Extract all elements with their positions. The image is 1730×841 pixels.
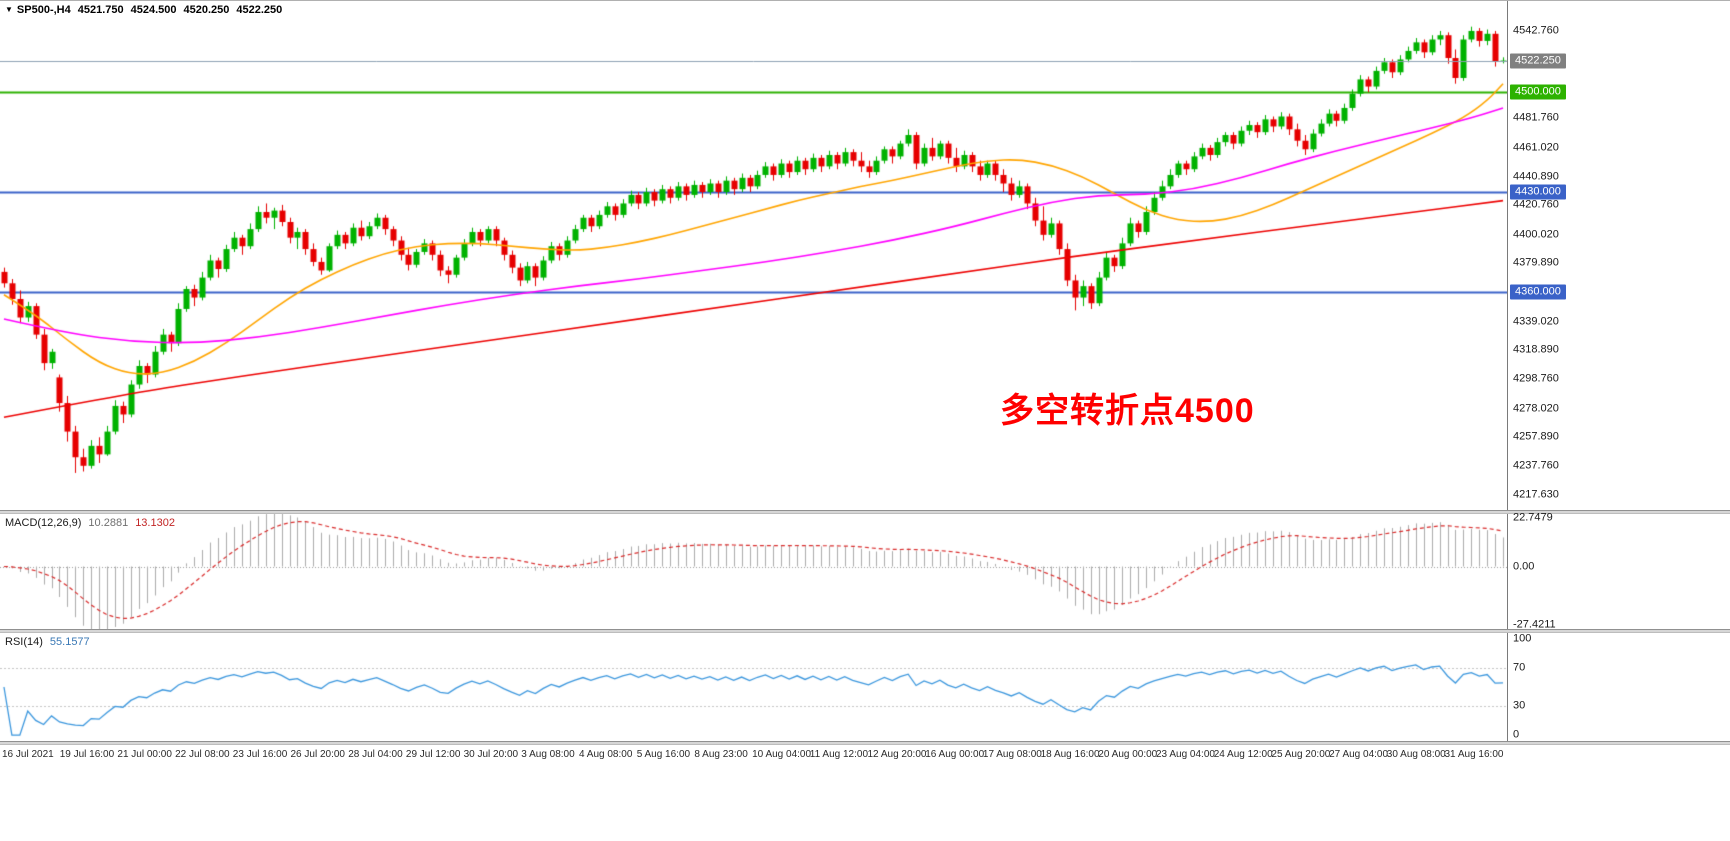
price-axis-label: 4318.890 bbox=[1513, 343, 1559, 356]
time-axis-label: 28 Jul 04:00 bbox=[348, 749, 403, 760]
time-axis-label: 5 Aug 16:00 bbox=[636, 749, 691, 760]
price-axis-label: 4400.020 bbox=[1513, 228, 1559, 241]
time-axis-label: 25 Aug 20:00 bbox=[1271, 749, 1331, 760]
symbol-timeframe-label: SP500-,H4 bbox=[16, 4, 71, 16]
price-axis-label: 4257.890 bbox=[1513, 430, 1559, 443]
price-axis-label: 4217.630 bbox=[1513, 488, 1559, 501]
time-axis-label: 30 Jul 20:00 bbox=[463, 749, 519, 760]
macd-axis-label: 0.00 bbox=[1513, 560, 1535, 573]
rsi-axis[interactable]: 100 70 30 0 bbox=[1507, 632, 1730, 741]
rsi-label: RSI(14) bbox=[5, 636, 43, 648]
time-axis-label: 12 Aug 20:00 bbox=[867, 749, 927, 760]
time-axis-label: 31 Aug 16:00 bbox=[1444, 749, 1504, 760]
price-axis-label: 4522.250 bbox=[1510, 53, 1566, 69]
time-axis[interactable]: 16 Jul 2021 19 Jul 16:00 21 Jul 00:00 22 Ju… bbox=[0, 745, 1730, 769]
time-axis-label: 23 Aug 04:00 bbox=[1156, 749, 1215, 760]
panel-divider[interactable] bbox=[0, 741, 1730, 745]
rsi-panel: RSI(14) 55.1577 100 70 30 0 bbox=[0, 632, 1730, 741]
time-axis-label: 8 Aug 23:00 bbox=[694, 749, 748, 760]
price-axis-label: 4379.890 bbox=[1513, 256, 1559, 269]
macd-panel: MACD(12,26,9) 10.2881 13.1302 22.7479 0.00 -… bbox=[0, 511, 1730, 631]
price-chart-panel: ▼ SP500-,H4 4521.750 4524.500 4520.250 4522.2… bbox=[0, 1, 1730, 510]
price-axis-label: 4278.020 bbox=[1513, 402, 1559, 415]
price-axis-label: 4430.000 bbox=[1510, 184, 1566, 200]
time-axis-label: 27 Aug 04:00 bbox=[1329, 749, 1389, 760]
time-axis-label: 10 Aug 04:00 bbox=[752, 749, 812, 760]
open-value: 4521.750 bbox=[77, 4, 124, 16]
chart-expand-arrow-icon[interactable]: ▼ bbox=[5, 5, 13, 14]
macd-main-value: 10.2881 bbox=[88, 517, 129, 529]
time-axis-label: 20 Aug 00:00 bbox=[1098, 749, 1158, 760]
low-value: 4520.250 bbox=[183, 4, 230, 16]
rsi-canvas[interactable] bbox=[0, 633, 1507, 741]
macd-canvas[interactable] bbox=[0, 514, 1507, 629]
time-axis-label: 4 Aug 08:00 bbox=[579, 749, 633, 760]
macd-axis-label: -27.4211 bbox=[1513, 618, 1556, 631]
panel-divider[interactable] bbox=[0, 510, 1730, 514]
time-axis-label: 17 Aug 08:00 bbox=[982, 749, 1042, 760]
time-axis-label: 18 Aug 16:00 bbox=[1040, 749, 1100, 760]
annotation-text: 多空转折点4500 bbox=[1000, 392, 1255, 430]
price-axis-label: 4481.760 bbox=[1513, 111, 1559, 124]
price-axis-label: 4237.760 bbox=[1513, 459, 1559, 472]
price-axis-label: 4298.760 bbox=[1513, 372, 1559, 385]
price-axis-label: 4420.760 bbox=[1513, 198, 1559, 211]
time-axis-label: 24 Aug 12:00 bbox=[1213, 749, 1273, 760]
time-axis-label: 22 Jul 08:00 bbox=[175, 749, 230, 760]
macd-axis-label: 22.7479 bbox=[1513, 511, 1553, 524]
time-axis-label: 21 Jul 00:00 bbox=[117, 749, 172, 760]
price-axis-label: 4500.000 bbox=[1510, 84, 1566, 100]
price-chart-canvas[interactable] bbox=[0, 1, 1507, 510]
rsi-value: 55.1577 bbox=[49, 636, 90, 648]
time-axis-label: 26 Jul 20:00 bbox=[290, 749, 346, 760]
price-axis-label: 4360.000 bbox=[1510, 284, 1566, 300]
time-axis-label: 3 Aug 08:00 bbox=[521, 749, 575, 760]
time-axis-label: 16 Jul 2021 bbox=[2, 749, 54, 760]
time-axis-label: 19 Jul 16:00 bbox=[59, 749, 115, 760]
price-axis[interactable]: 4542.760 4522.250 4500.000 4481.760 4461.020… bbox=[1507, 1, 1730, 510]
rsi-header: RSI(14) 55.1577 bbox=[5, 636, 90, 648]
price-axis-label: 4440.890 bbox=[1513, 170, 1559, 183]
time-axis-label: 11 Aug 12:00 bbox=[809, 749, 868, 760]
macd-header: MACD(12,26,9) 10.2881 13.1302 bbox=[5, 517, 175, 529]
time-axis-label: 16 Aug 00:00 bbox=[925, 749, 985, 760]
macd-signal-value: 13.1302 bbox=[135, 517, 175, 529]
rsi-axis-label: 30 bbox=[1513, 699, 1526, 712]
time-axis-label: 29 Jul 12:00 bbox=[405, 749, 461, 760]
time-axis-label: 23 Jul 16:00 bbox=[232, 749, 288, 760]
macd-axis[interactable]: 22.7479 0.00 -27.4211 bbox=[1507, 511, 1730, 631]
price-axis-label: 4461.020 bbox=[1513, 141, 1559, 154]
high-value: 4524.500 bbox=[130, 4, 177, 16]
price-axis-label: 4339.020 bbox=[1513, 315, 1559, 328]
rsi-axis-label: 0 bbox=[1513, 728, 1520, 741]
macd-label: MACD(12,26,9) bbox=[5, 517, 82, 529]
close-value: 4522.250 bbox=[236, 4, 283, 16]
rsi-axis-label: 100 bbox=[1513, 632, 1532, 645]
price-axis-label: 4542.760 bbox=[1513, 24, 1559, 37]
rsi-axis-label: 70 bbox=[1513, 661, 1526, 674]
time-axis-label: 30 Aug 08:00 bbox=[1386, 749, 1446, 760]
chart-ohlc-header: ▼ SP500-,H4 4521.750 4524.500 4520.250 4522.2… bbox=[5, 4, 282, 16]
panel-divider[interactable] bbox=[0, 629, 1730, 633]
